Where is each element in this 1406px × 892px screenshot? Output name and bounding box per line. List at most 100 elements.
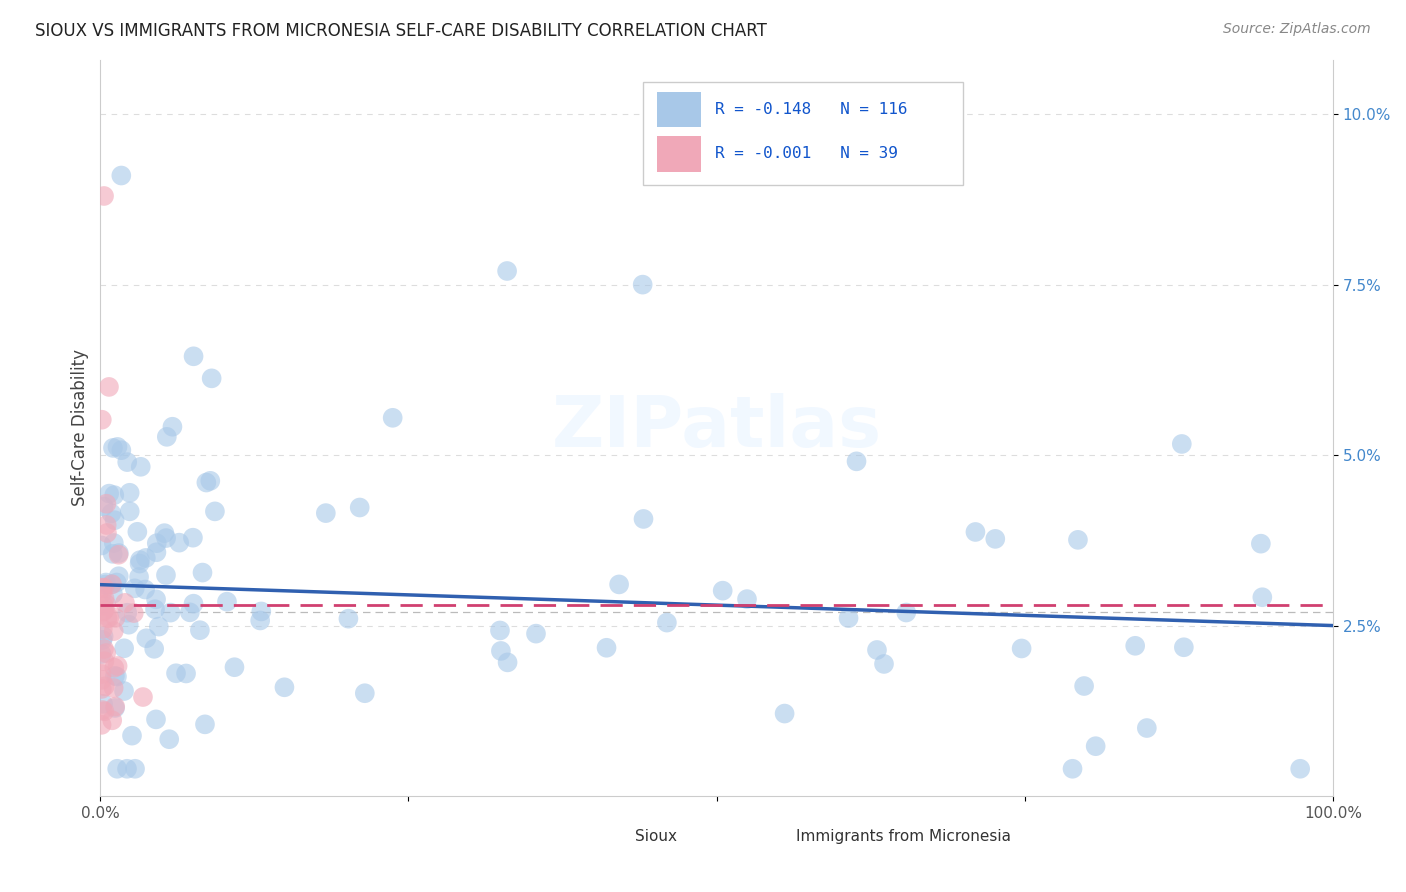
Point (90, 667, 112, 681)
Point (94, 679, 117, 693)
Point (337, 612, 360, 626)
Point (104, 669, 127, 683)
Point (195, 475, 218, 490)
Point (633, 512, 655, 526)
Point (145, 592, 167, 607)
Point (711, 583, 734, 598)
Point (167, 535, 190, 549)
Point (94, 646, 117, 660)
Point (93, 642, 115, 657)
Point (122, 606, 145, 620)
Point (1251, 591, 1274, 605)
Text: Source: ZipAtlas.com: Source: ZipAtlas.com (1223, 22, 1371, 37)
FancyBboxPatch shape (643, 82, 963, 185)
Point (845, 454, 868, 468)
Point (90, 718, 112, 732)
Text: Sioux: Sioux (636, 829, 678, 844)
Point (93, 189, 115, 203)
Point (90, 581, 112, 595)
Point (93, 704, 115, 718)
Point (1062, 762, 1084, 776)
Point (93, 581, 115, 595)
Point (204, 504, 226, 518)
FancyBboxPatch shape (658, 92, 700, 128)
Point (101, 587, 124, 601)
Point (1289, 762, 1312, 776)
Point (96, 497, 118, 511)
Point (250, 604, 273, 618)
Point (165, 666, 187, 681)
Point (148, 619, 170, 633)
Point (98, 380, 121, 394)
Point (1067, 533, 1090, 547)
Point (349, 500, 371, 515)
Point (96, 611, 118, 625)
Point (773, 706, 796, 721)
Point (105, 670, 128, 684)
Point (215, 595, 238, 609)
Point (90, 413, 112, 427)
Point (93, 629, 115, 643)
Point (91, 632, 114, 647)
Point (143, 602, 166, 616)
Point (114, 596, 136, 610)
Point (631, 277, 654, 292)
FancyBboxPatch shape (593, 823, 628, 850)
Point (118, 617, 141, 632)
Point (105, 762, 128, 776)
Point (1250, 536, 1272, 550)
Point (129, 553, 152, 567)
Point (249, 614, 271, 628)
Point (107, 659, 129, 673)
Point (984, 532, 1007, 546)
Point (96, 597, 118, 611)
Point (1084, 739, 1107, 754)
Point (194, 717, 217, 731)
Point (103, 536, 125, 550)
FancyBboxPatch shape (754, 823, 789, 850)
Point (101, 577, 124, 591)
Point (595, 640, 617, 655)
Point (191, 566, 214, 580)
Point (93, 599, 115, 613)
Point (838, 611, 860, 625)
Point (1011, 641, 1033, 656)
Point (115, 762, 138, 776)
Point (135, 632, 157, 646)
Point (866, 643, 889, 657)
Point (873, 657, 896, 671)
Point (93, 654, 115, 668)
Point (607, 577, 630, 591)
Point (489, 624, 512, 638)
Point (157, 732, 180, 747)
Point (183, 597, 205, 611)
Point (315, 506, 337, 520)
Point (104, 513, 127, 527)
Point (124, 762, 146, 776)
Point (98, 611, 121, 625)
Point (655, 615, 678, 630)
Point (1123, 639, 1146, 653)
Point (132, 690, 155, 704)
Point (96, 526, 118, 541)
Point (155, 531, 177, 545)
Point (90, 539, 112, 553)
Point (117, 606, 139, 620)
Text: ZIPatlas: ZIPatlas (551, 393, 882, 462)
Point (188, 623, 211, 637)
Text: SIOUX VS IMMIGRANTS FROM MICRONESIA SELF-CARE DISABILITY CORRELATION CHART: SIOUX VS IMMIGRANTS FROM MICRONESIA SELF… (35, 22, 768, 40)
Point (94, 575, 117, 590)
Point (91, 697, 114, 711)
Point (93, 500, 115, 514)
Point (93, 603, 115, 617)
Point (200, 474, 222, 488)
Point (224, 660, 246, 674)
Point (104, 701, 127, 715)
Point (96, 518, 118, 533)
Text: Immigrants from Micronesia: Immigrants from Micronesia (796, 829, 1011, 844)
Point (156, 430, 179, 444)
Point (90, 673, 112, 687)
Point (103, 488, 125, 502)
Point (107, 548, 129, 562)
Point (101, 547, 124, 561)
